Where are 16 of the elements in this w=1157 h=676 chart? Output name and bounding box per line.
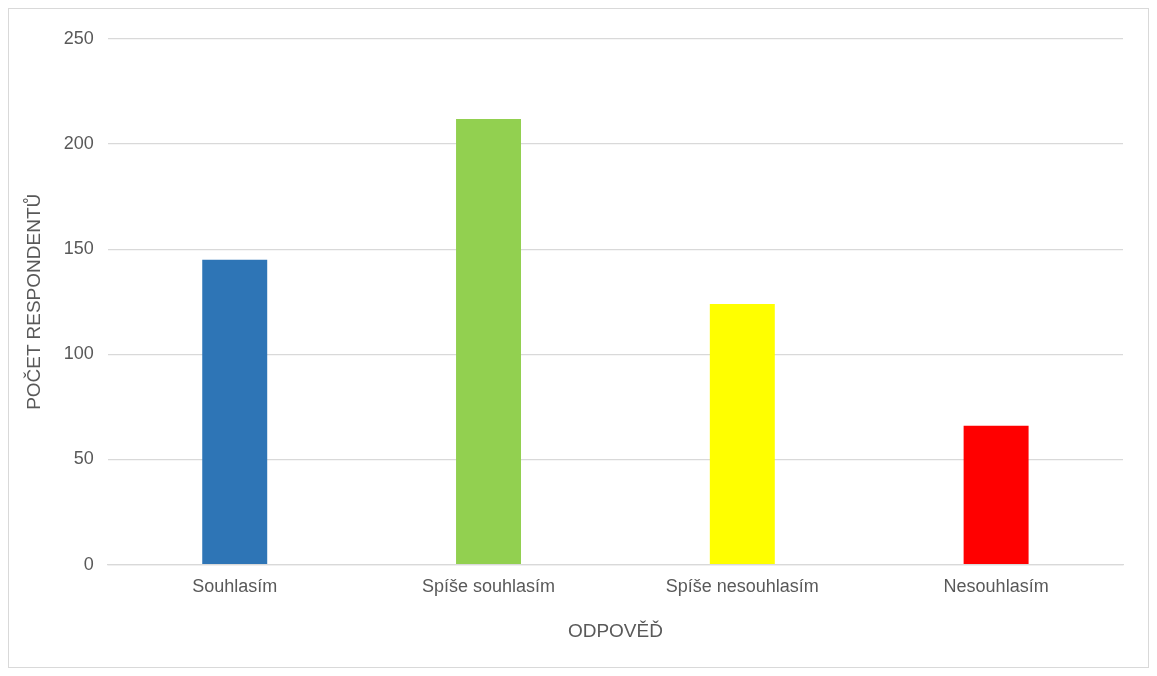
- x-tick-label: Souhlasím: [192, 576, 278, 597]
- bar: [963, 425, 1029, 564]
- bar: [202, 259, 268, 564]
- y-tick-label: 200: [63, 133, 94, 154]
- y-axis-title: POČET RESPONDENTŮ: [22, 193, 44, 410]
- y-tick-label: 250: [63, 27, 94, 48]
- y-tick-label: 150: [63, 238, 94, 259]
- y-tick-label: 50: [73, 448, 94, 469]
- x-tick-label: Spíše nesouhlasím: [665, 576, 819, 597]
- bar: [456, 118, 522, 564]
- bar: [709, 303, 775, 564]
- y-tick-label: 100: [63, 343, 94, 364]
- x-axis-title: ODPOVĚĎ: [567, 619, 663, 641]
- x-tick-label: Nesouhlasím: [943, 576, 1049, 597]
- x-tick-label: Spíše souhlasím: [421, 576, 556, 597]
- y-tick-label: 0: [83, 553, 94, 574]
